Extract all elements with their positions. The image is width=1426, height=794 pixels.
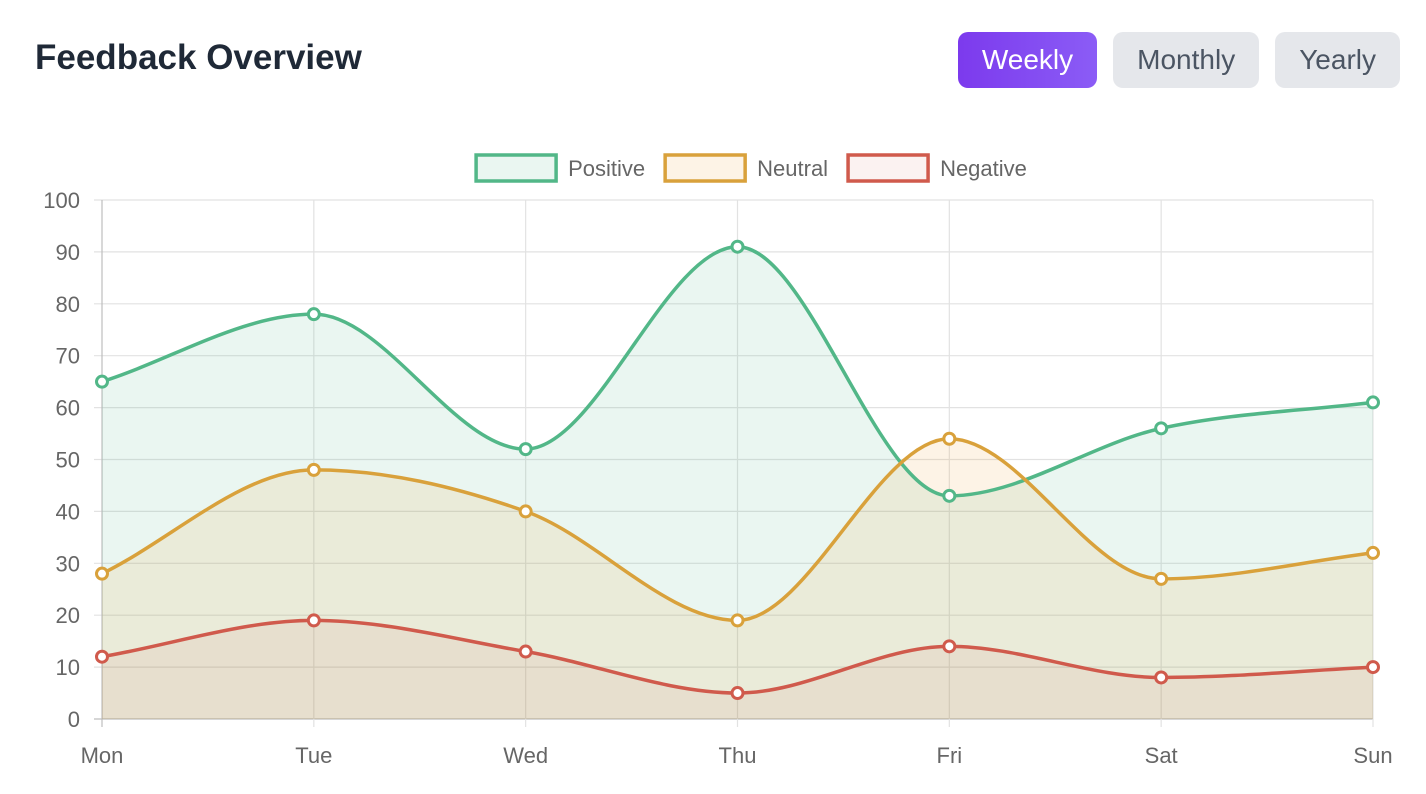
positive-point[interactable]: [95, 374, 109, 389]
positive-legend-swatch[interactable]: [474, 153, 558, 183]
weekly-button[interactable]: Weekly: [957, 32, 1098, 88]
neutral-legend-label[interactable]: Neutral: [757, 156, 828, 181]
series-areas: [102, 246, 1373, 719]
negative-legend-label[interactable]: Negative: [940, 156, 1027, 181]
x-tick-label: Mon: [81, 743, 124, 768]
y-tick-label: 40: [56, 499, 80, 524]
negative-point[interactable]: [1154, 670, 1169, 685]
neutral-point[interactable]: [1366, 545, 1380, 560]
series-points: [95, 239, 1380, 701]
x-tick-label: Wed: [503, 743, 548, 768]
y-tick-label: 10: [56, 655, 80, 680]
y-tick-label: 70: [56, 344, 80, 369]
positive-area: [102, 246, 1373, 719]
positive-point[interactable]: [1366, 395, 1380, 410]
positive-point[interactable]: [942, 488, 957, 503]
negative-point[interactable]: [306, 613, 321, 628]
x-tick-label: Fri: [937, 743, 963, 768]
neutral-point[interactable]: [942, 431, 957, 446]
y-tick-label: 100: [43, 188, 80, 213]
positive-point[interactable]: [1154, 421, 1169, 436]
x-tick-label: Thu: [719, 743, 757, 768]
chart-legend: Positive Neutral Negative: [474, 153, 1027, 183]
page-title: Feedback Overview: [35, 38, 362, 77]
x-tick-label: Sat: [1145, 743, 1178, 768]
neutral-legend-swatch[interactable]: [663, 153, 747, 183]
neutral-point[interactable]: [306, 462, 321, 477]
y-tick-label: 20: [56, 603, 80, 628]
y-tick-label: 80: [56, 292, 80, 317]
negative-point[interactable]: [942, 639, 957, 654]
y-tick-label: 0: [68, 707, 80, 732]
chart-axes: 0 10 20 30 40 50 60 70 80 90 100 Mon Tue Wed Thu Fri Sat…: [43, 188, 1392, 768]
yearly-button[interactable]: Yearly: [1275, 32, 1400, 88]
negative-area: [102, 620, 1373, 719]
positive-legend-label[interactable]: Positive: [568, 156, 645, 181]
neutral-point[interactable]: [1154, 571, 1169, 586]
neutral-point[interactable]: [518, 504, 533, 519]
positive-point[interactable]: [730, 239, 745, 254]
negative-point[interactable]: [95, 649, 109, 664]
neutral-point[interactable]: [95, 566, 109, 581]
positive-point[interactable]: [306, 307, 321, 322]
negative-point[interactable]: [1366, 660, 1380, 675]
neutral-point[interactable]: [730, 613, 745, 628]
x-tick-label: Tue: [295, 743, 332, 768]
range-toggle-group: Weekly Monthly Yearly: [957, 32, 1400, 88]
negative-point[interactable]: [730, 686, 745, 701]
negative-legend-swatch[interactable]: [846, 153, 930, 183]
x-tick-label: Sun: [1353, 743, 1392, 768]
y-tick-label: 60: [56, 396, 80, 421]
y-tick-label: 30: [56, 551, 80, 576]
y-tick-label: 90: [56, 240, 80, 265]
negative-point[interactable]: [518, 644, 533, 659]
monthly-button[interactable]: Monthly: [1113, 32, 1260, 88]
y-tick-label: 50: [56, 448, 80, 473]
positive-point[interactable]: [518, 442, 533, 457]
